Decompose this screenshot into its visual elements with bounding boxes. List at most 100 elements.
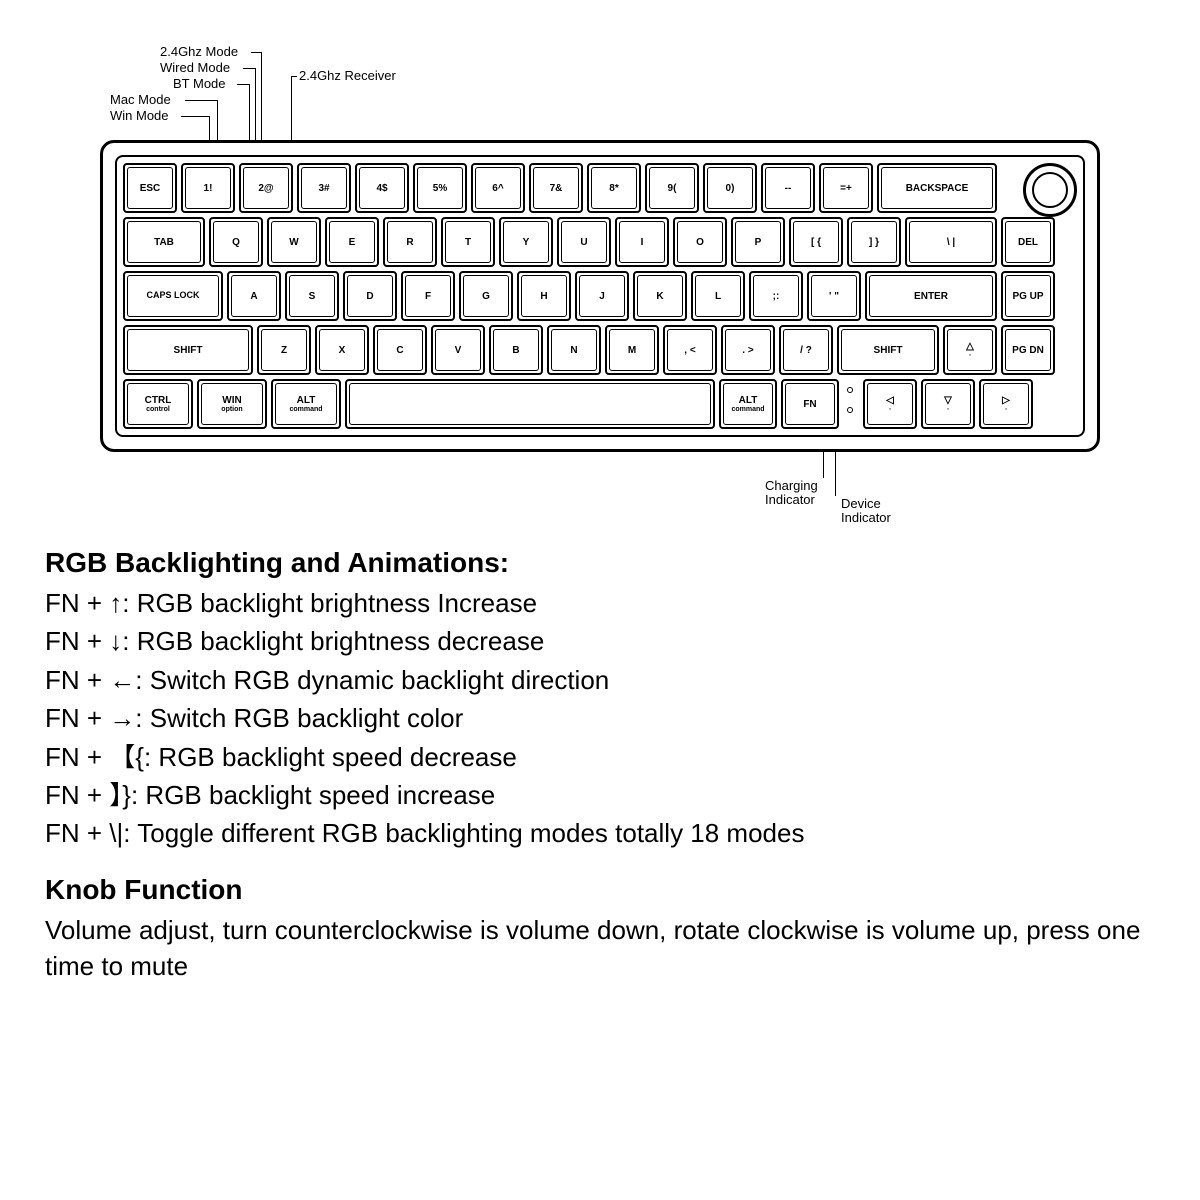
key-z[interactable]: Z <box>257 325 311 375</box>
key-d[interactable]: D <box>343 271 397 321</box>
key-3[interactable]: 3# <box>297 163 351 213</box>
key-row-2: TAB Q W E R T Y U I O P [ { ] } \ | DEL <box>123 217 1077 267</box>
label-device-2: Indicator <box>841 510 891 525</box>
key-row-3: CAPS LOCK A S D F G H J K L ;: ' " ENTER… <box>123 271 1077 321</box>
rgb-line-5: FN + 【{: RGB backlight speed decrease <box>45 739 1155 775</box>
key-u[interactable]: U <box>557 217 611 267</box>
key-lshift[interactable]: SHIFT <box>123 325 253 375</box>
rgb-line-7: FN + \|: Toggle different RGB backlighti… <box>45 815 1155 851</box>
key-win[interactable]: WINoption <box>197 379 267 429</box>
key-6[interactable]: 6^ <box>471 163 525 213</box>
rgb-line-6: FN + 】}: RGB backlight speed increase <box>45 777 1155 813</box>
key-s[interactable]: S <box>285 271 339 321</box>
key-up[interactable]: △◦ <box>943 325 997 375</box>
key-rbracket[interactable]: ] } <box>847 217 901 267</box>
top-callouts: Win Mode Mac Mode BT Mode Wired Mode 2.4… <box>55 30 1155 140</box>
key-fn[interactable]: FN <box>781 379 839 429</box>
key-h[interactable]: H <box>517 271 571 321</box>
key-slash[interactable]: / ? <box>779 325 833 375</box>
key-backspace[interactable]: BACKSPACE <box>877 163 997 213</box>
key-tab[interactable]: TAB <box>123 217 205 267</box>
key-9[interactable]: 9( <box>645 163 699 213</box>
key-ctrl[interactable]: CTRLcontrol <box>123 379 193 429</box>
rgb-line-4: FN + →: Switch RGB backlight color <box>45 700 1155 736</box>
key-k[interactable]: K <box>633 271 687 321</box>
key-comma[interactable]: , < <box>663 325 717 375</box>
left-arrow-icon: ◁ <box>886 395 894 406</box>
key-rshift[interactable]: SHIFT <box>837 325 939 375</box>
label-device-1: Device <box>841 496 881 511</box>
key-j[interactable]: J <box>575 271 629 321</box>
charging-indicator-led <box>847 387 853 393</box>
key-m[interactable]: M <box>605 325 659 375</box>
knob-section-title: Knob Function <box>45 874 1155 906</box>
key-row-5: CTRLcontrol WINoption ALTcommand ALTcomm… <box>123 379 1077 429</box>
label-24ghz-mode: 2.4Ghz Mode <box>160 44 238 59</box>
key-enter[interactable]: ENTER <box>865 271 997 321</box>
down-arrow-icon: ▽ <box>944 395 952 406</box>
key-7[interactable]: 7& <box>529 163 583 213</box>
key-o[interactable]: O <box>673 217 727 267</box>
key-alt-right[interactable]: ALTcommand <box>719 379 777 429</box>
keyboard-frame: ESC 1! 2@ 3# 4$ 5% 6^ 7& 8* 9( 0) -- =+ … <box>100 140 1100 452</box>
keyboard-inner: ESC 1! 2@ 3# 4$ 5% 6^ 7& 8* 9( 0) -- =+ … <box>115 155 1085 437</box>
label-charging-2: Indicator <box>765 492 815 507</box>
key-quote[interactable]: ' " <box>807 271 861 321</box>
key-space[interactable] <box>345 379 715 429</box>
key-pgdn[interactable]: PG DN <box>1001 325 1055 375</box>
key-f[interactable]: F <box>401 271 455 321</box>
knob-text: Volume adjust, turn counterclockwise is … <box>45 912 1155 985</box>
key-capslock[interactable]: CAPS LOCK <box>123 271 223 321</box>
key-q[interactable]: Q <box>209 217 263 267</box>
key-0[interactable]: 0) <box>703 163 757 213</box>
key-w[interactable]: W <box>267 217 321 267</box>
key-backslash[interactable]: \ | <box>905 217 997 267</box>
key-right[interactable]: ▷◦ <box>979 379 1033 429</box>
label-bt-mode: BT Mode <box>173 76 226 91</box>
label-wired-mode: Wired Mode <box>160 60 230 75</box>
key-n[interactable]: N <box>547 325 601 375</box>
key-alt-left[interactable]: ALTcommand <box>271 379 341 429</box>
rgb-line-3: FN + ←: Switch RGB dynamic backlight dir… <box>45 662 1155 698</box>
key-period[interactable]: . > <box>721 325 775 375</box>
key-t[interactable]: T <box>441 217 495 267</box>
key-minus[interactable]: -- <box>761 163 815 213</box>
device-indicator-led <box>847 407 853 413</box>
key-row-1: ESC 1! 2@ 3# 4$ 5% 6^ 7& 8* 9( 0) -- =+ … <box>123 163 1077 213</box>
key-semicolon[interactable]: ;: <box>749 271 803 321</box>
key-a[interactable]: A <box>227 271 281 321</box>
key-g[interactable]: G <box>459 271 513 321</box>
key-1[interactable]: 1! <box>181 163 235 213</box>
rgb-line-1: FN + ↑: RGB backlight brightness Increas… <box>45 585 1155 621</box>
key-left[interactable]: ◁◦ <box>863 379 917 429</box>
label-win-mode: Win Mode <box>110 108 169 123</box>
key-lbracket[interactable]: [ { <box>789 217 843 267</box>
key-r[interactable]: R <box>383 217 437 267</box>
volume-knob[interactable] <box>1023 163 1077 217</box>
key-e[interactable]: E <box>325 217 379 267</box>
key-down[interactable]: ▽◦ <box>921 379 975 429</box>
key-2[interactable]: 2@ <box>239 163 293 213</box>
bottom-callouts: Charging Indicator Device Indicator <box>45 452 1155 522</box>
key-esc[interactable]: ESC <box>123 163 177 213</box>
label-mac-mode: Mac Mode <box>110 92 171 107</box>
key-c[interactable]: C <box>373 325 427 375</box>
key-i[interactable]: I <box>615 217 669 267</box>
key-pgup[interactable]: PG UP <box>1001 271 1055 321</box>
key-5[interactable]: 5% <box>413 163 467 213</box>
right-arrow-icon: ▷ <box>1002 395 1010 406</box>
key-l[interactable]: L <box>691 271 745 321</box>
key-8[interactable]: 8* <box>587 163 641 213</box>
key-equals[interactable]: =+ <box>819 163 873 213</box>
rgb-section-title: RGB Backlighting and Animations: <box>45 547 1155 579</box>
up-arrow-icon: △ <box>966 341 974 352</box>
key-v[interactable]: V <box>431 325 485 375</box>
key-b[interactable]: B <box>489 325 543 375</box>
content-section: RGB Backlighting and Animations: FN + ↑:… <box>45 547 1155 985</box>
key-p[interactable]: P <box>731 217 785 267</box>
key-4[interactable]: 4$ <box>355 163 409 213</box>
key-del[interactable]: DEL <box>1001 217 1055 267</box>
key-y[interactable]: Y <box>499 217 553 267</box>
key-x[interactable]: X <box>315 325 369 375</box>
key-row-4: SHIFT Z X C V B N M , < . > / ? SHIFT △◦… <box>123 325 1077 375</box>
